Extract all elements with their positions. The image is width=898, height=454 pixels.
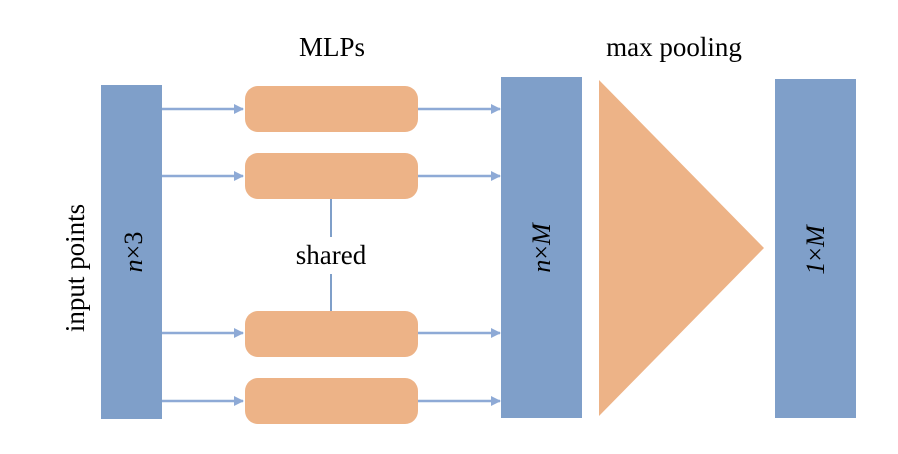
- mlps-label: MLPs: [299, 32, 365, 62]
- input-block: [101, 85, 162, 419]
- mlp-block-4: [245, 378, 418, 424]
- mlp-block-2: [245, 153, 418, 199]
- features-block: [501, 77, 582, 418]
- mlp-block-3: [245, 311, 418, 357]
- output-block: [775, 79, 856, 418]
- input-block-label: n×3: [119, 232, 148, 273]
- output-block-label: 1×M: [801, 224, 830, 275]
- mlp-block-1: [245, 86, 418, 132]
- shared-label: shared: [296, 240, 367, 270]
- input-points-label: input points: [60, 204, 90, 332]
- max-pooling-triangle: [599, 80, 764, 416]
- features-block-label: n×M: [527, 222, 556, 273]
- max-pooling-label: max pooling: [606, 32, 742, 62]
